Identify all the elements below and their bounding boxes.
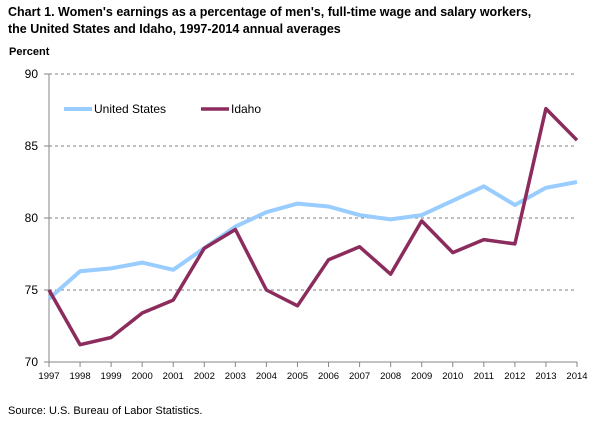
x-tick-label: 2011 <box>474 371 494 382</box>
series-line-united-states <box>47 180 578 301</box>
x-tick-label: 2005 <box>287 371 308 382</box>
y-tick-label: 90 <box>25 67 39 81</box>
x-tick-label: 2000 <box>132 371 153 382</box>
legend: United States Idaho <box>64 102 261 116</box>
series-line-idaho <box>47 106 579 347</box>
legend-label-idaho: Idaho <box>231 102 261 116</box>
legend-label-united-states: United States <box>94 102 166 116</box>
x-tick-label: 2007 <box>349 371 370 382</box>
gridlines <box>49 73 577 291</box>
y-tick-label: 80 <box>25 211 39 225</box>
x-tick-label: 2013 <box>535 371 556 382</box>
x-tick-label: 2014 <box>566 371 587 382</box>
x-tick-label: 2010 <box>442 371 463 382</box>
chart-title: Chart 1. Women's earnings as a percentag… <box>8 4 588 38</box>
source-note: Source: U.S. Bureau of Labor Statistics. <box>8 405 203 417</box>
x-tick-label: 1999 <box>101 371 122 382</box>
y-axis-unit-label: Percent <box>9 46 50 58</box>
x-tick-label: 2002 <box>194 371 215 382</box>
x-tick-label: 2003 <box>225 371 246 382</box>
y-tick-label: 75 <box>25 283 39 297</box>
y-tick-label: 85 <box>25 139 39 153</box>
x-tick-label: 2009 <box>411 371 432 382</box>
y-tick-label: 70 <box>25 355 39 369</box>
x-tick-label: 2006 <box>318 371 339 382</box>
chart-title-line-2: the United States and Idaho, 1997-2014 a… <box>8 22 341 36</box>
x-tick-label: 2012 <box>504 371 525 382</box>
chart-title-line-1: Chart 1. Women's earnings as a percentag… <box>8 5 532 19</box>
x-tick-label: 1998 <box>69 371 90 382</box>
x-tick-label: 2001 <box>163 371 184 382</box>
x-tick-label: 1997 <box>38 371 59 382</box>
x-tick-label: 2004 <box>256 371 277 382</box>
data-series <box>47 106 579 347</box>
x-tick-label: 2008 <box>380 371 401 382</box>
x-axis-tick-labels: 1997 1998 1999 2000 2001 2002 2003 2004 2005 2006… <box>38 371 587 382</box>
axes <box>44 73 578 367</box>
y-axis-tick-labels: 70 75 80 85 90 <box>25 67 39 369</box>
